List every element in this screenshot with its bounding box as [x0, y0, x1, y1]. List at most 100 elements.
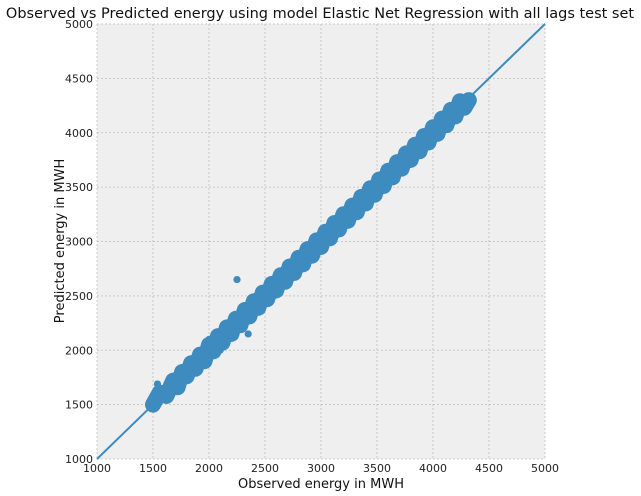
scatter-point [380, 182, 388, 190]
scatter-point [429, 128, 437, 136]
scatter-point [283, 279, 291, 287]
x-axis-label: Observed energy in MWH [238, 477, 404, 492]
x-tick-label: 1000 [83, 462, 111, 475]
scatter-point [334, 229, 342, 237]
x-tick-label: 5000 [531, 462, 559, 475]
scatter-point [216, 346, 224, 354]
scatter-point [233, 314, 241, 322]
scatter-point [366, 184, 374, 192]
scatter-point [326, 234, 334, 242]
y-tick-label: 3500 [65, 181, 93, 194]
scatter-point [395, 167, 403, 175]
scatter-point [402, 149, 410, 158]
y-tick-label: 4500 [65, 72, 93, 85]
scatter-point [311, 248, 319, 256]
scatter-point [209, 347, 218, 355]
scatter-point [245, 312, 253, 321]
scatter-point [268, 280, 276, 288]
scatter-point [277, 271, 285, 279]
scatter-point [259, 289, 267, 297]
scatter-point [241, 306, 249, 314]
scatter-point [344, 217, 352, 225]
scatter-point [295, 250, 303, 259]
y-tick-label: 2500 [65, 290, 93, 303]
scatter-point [351, 197, 359, 205]
scatter-point [278, 283, 286, 291]
scatter-point [446, 118, 454, 126]
scatter-point [194, 366, 202, 374]
scatter-point [323, 224, 331, 233]
gridlines [96, 23, 546, 460]
scatter-point [465, 96, 473, 104]
scatter-point [149, 401, 157, 409]
scatter-points [145, 92, 477, 413]
scatter-point [299, 260, 307, 268]
scatter-point [290, 269, 298, 277]
y-tick-label: 2000 [65, 344, 93, 357]
y-tick-label: 5000 [65, 18, 93, 31]
scatter-point [261, 299, 269, 308]
scatter-point [156, 389, 164, 397]
scatter-point [303, 245, 312, 253]
scatter-point [272, 275, 280, 284]
point-density-band [145, 92, 477, 413]
scatter-point [183, 372, 191, 380]
scatter-point [357, 193, 365, 201]
y-tick-labels: 1000 1500 2000 2500 3000 3500 4000 4500 5000 [65, 18, 93, 466]
scatter-point [183, 362, 191, 371]
scatter-point [424, 138, 433, 147]
x-tick-label: 3000 [307, 462, 335, 475]
scatter-point [214, 332, 222, 340]
scatter-point [463, 101, 471, 110]
scatter-point [162, 392, 171, 400]
y-tick-label: 1000 [65, 453, 93, 466]
x-tick-label: 2500 [251, 462, 279, 475]
scatter-point [244, 330, 252, 338]
x-tick-labels: 1000 1500 2000 2500 3000 3500 4000 4500 5000 [83, 462, 559, 475]
scatter-point [196, 351, 204, 359]
y-axis-label: Predicted energy in MWH [53, 159, 68, 323]
scatter-point [200, 357, 209, 365]
scatter-point [353, 208, 361, 216]
x-tick-label: 1500 [139, 462, 167, 475]
scatter-point [250, 300, 258, 309]
scatter-point [407, 156, 415, 164]
x-tick-label: 4500 [475, 462, 503, 475]
scatter-point [379, 172, 387, 180]
scatter-point [438, 115, 446, 123]
y-tick-label: 4000 [65, 127, 93, 140]
scatter-point [227, 330, 235, 338]
scatter-point [236, 321, 244, 329]
scatter-point [272, 286, 280, 295]
scatter-point [367, 194, 375, 202]
scatter-point [447, 106, 455, 114]
scatter-point [339, 210, 347, 218]
chart-title: Observed vs Predicted energy using model… [6, 6, 635, 22]
scatter-point [384, 167, 392, 175]
scatter-point [415, 147, 424, 155]
scatter-point [178, 368, 186, 376]
scatter-point [393, 158, 401, 166]
scatter-point [286, 262, 294, 271]
scatter-point [330, 219, 339, 227]
x-tick-label: 2000 [195, 462, 223, 475]
scatter-point [223, 323, 231, 332]
scatter-point [312, 236, 321, 245]
scatter-point [451, 112, 459, 121]
scatter-point [169, 377, 177, 385]
scatter-point [362, 199, 370, 208]
scatter-point [205, 335, 213, 343]
scatter-point [456, 97, 464, 105]
scatter-point [218, 339, 227, 347]
scatter-point [317, 243, 325, 251]
scatter-point [420, 132, 428, 140]
x-tick-label: 4000 [419, 462, 447, 475]
scatter-point [389, 173, 397, 181]
scatter-point [171, 384, 179, 392]
scatter-point [412, 140, 420, 148]
scatter-point [153, 380, 162, 388]
x-tick-label: 3500 [363, 462, 391, 475]
y-tick-label: 3000 [65, 236, 93, 249]
scatter-point [205, 341, 213, 349]
